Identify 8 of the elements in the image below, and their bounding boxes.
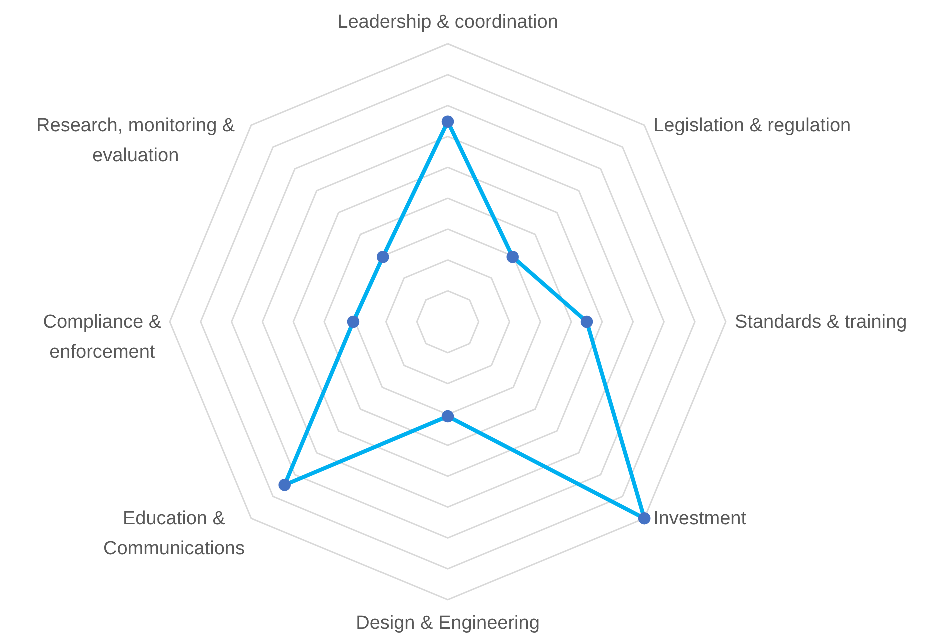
spoke-label: Compliance & enforcement bbox=[43, 312, 162, 363]
spoke-label: Research, monitoring & evaluation bbox=[36, 115, 236, 166]
spoke-label: Education & Communications bbox=[103, 508, 245, 560]
spoke-label: Leadership & coordination bbox=[338, 12, 558, 33]
spoke-label: Legislation & regulation bbox=[654, 115, 852, 136]
spoke-label: Design & Engineering bbox=[356, 613, 540, 634]
spoke-label: Standards & training bbox=[735, 312, 908, 333]
spoke-label: Investment bbox=[654, 508, 748, 530]
